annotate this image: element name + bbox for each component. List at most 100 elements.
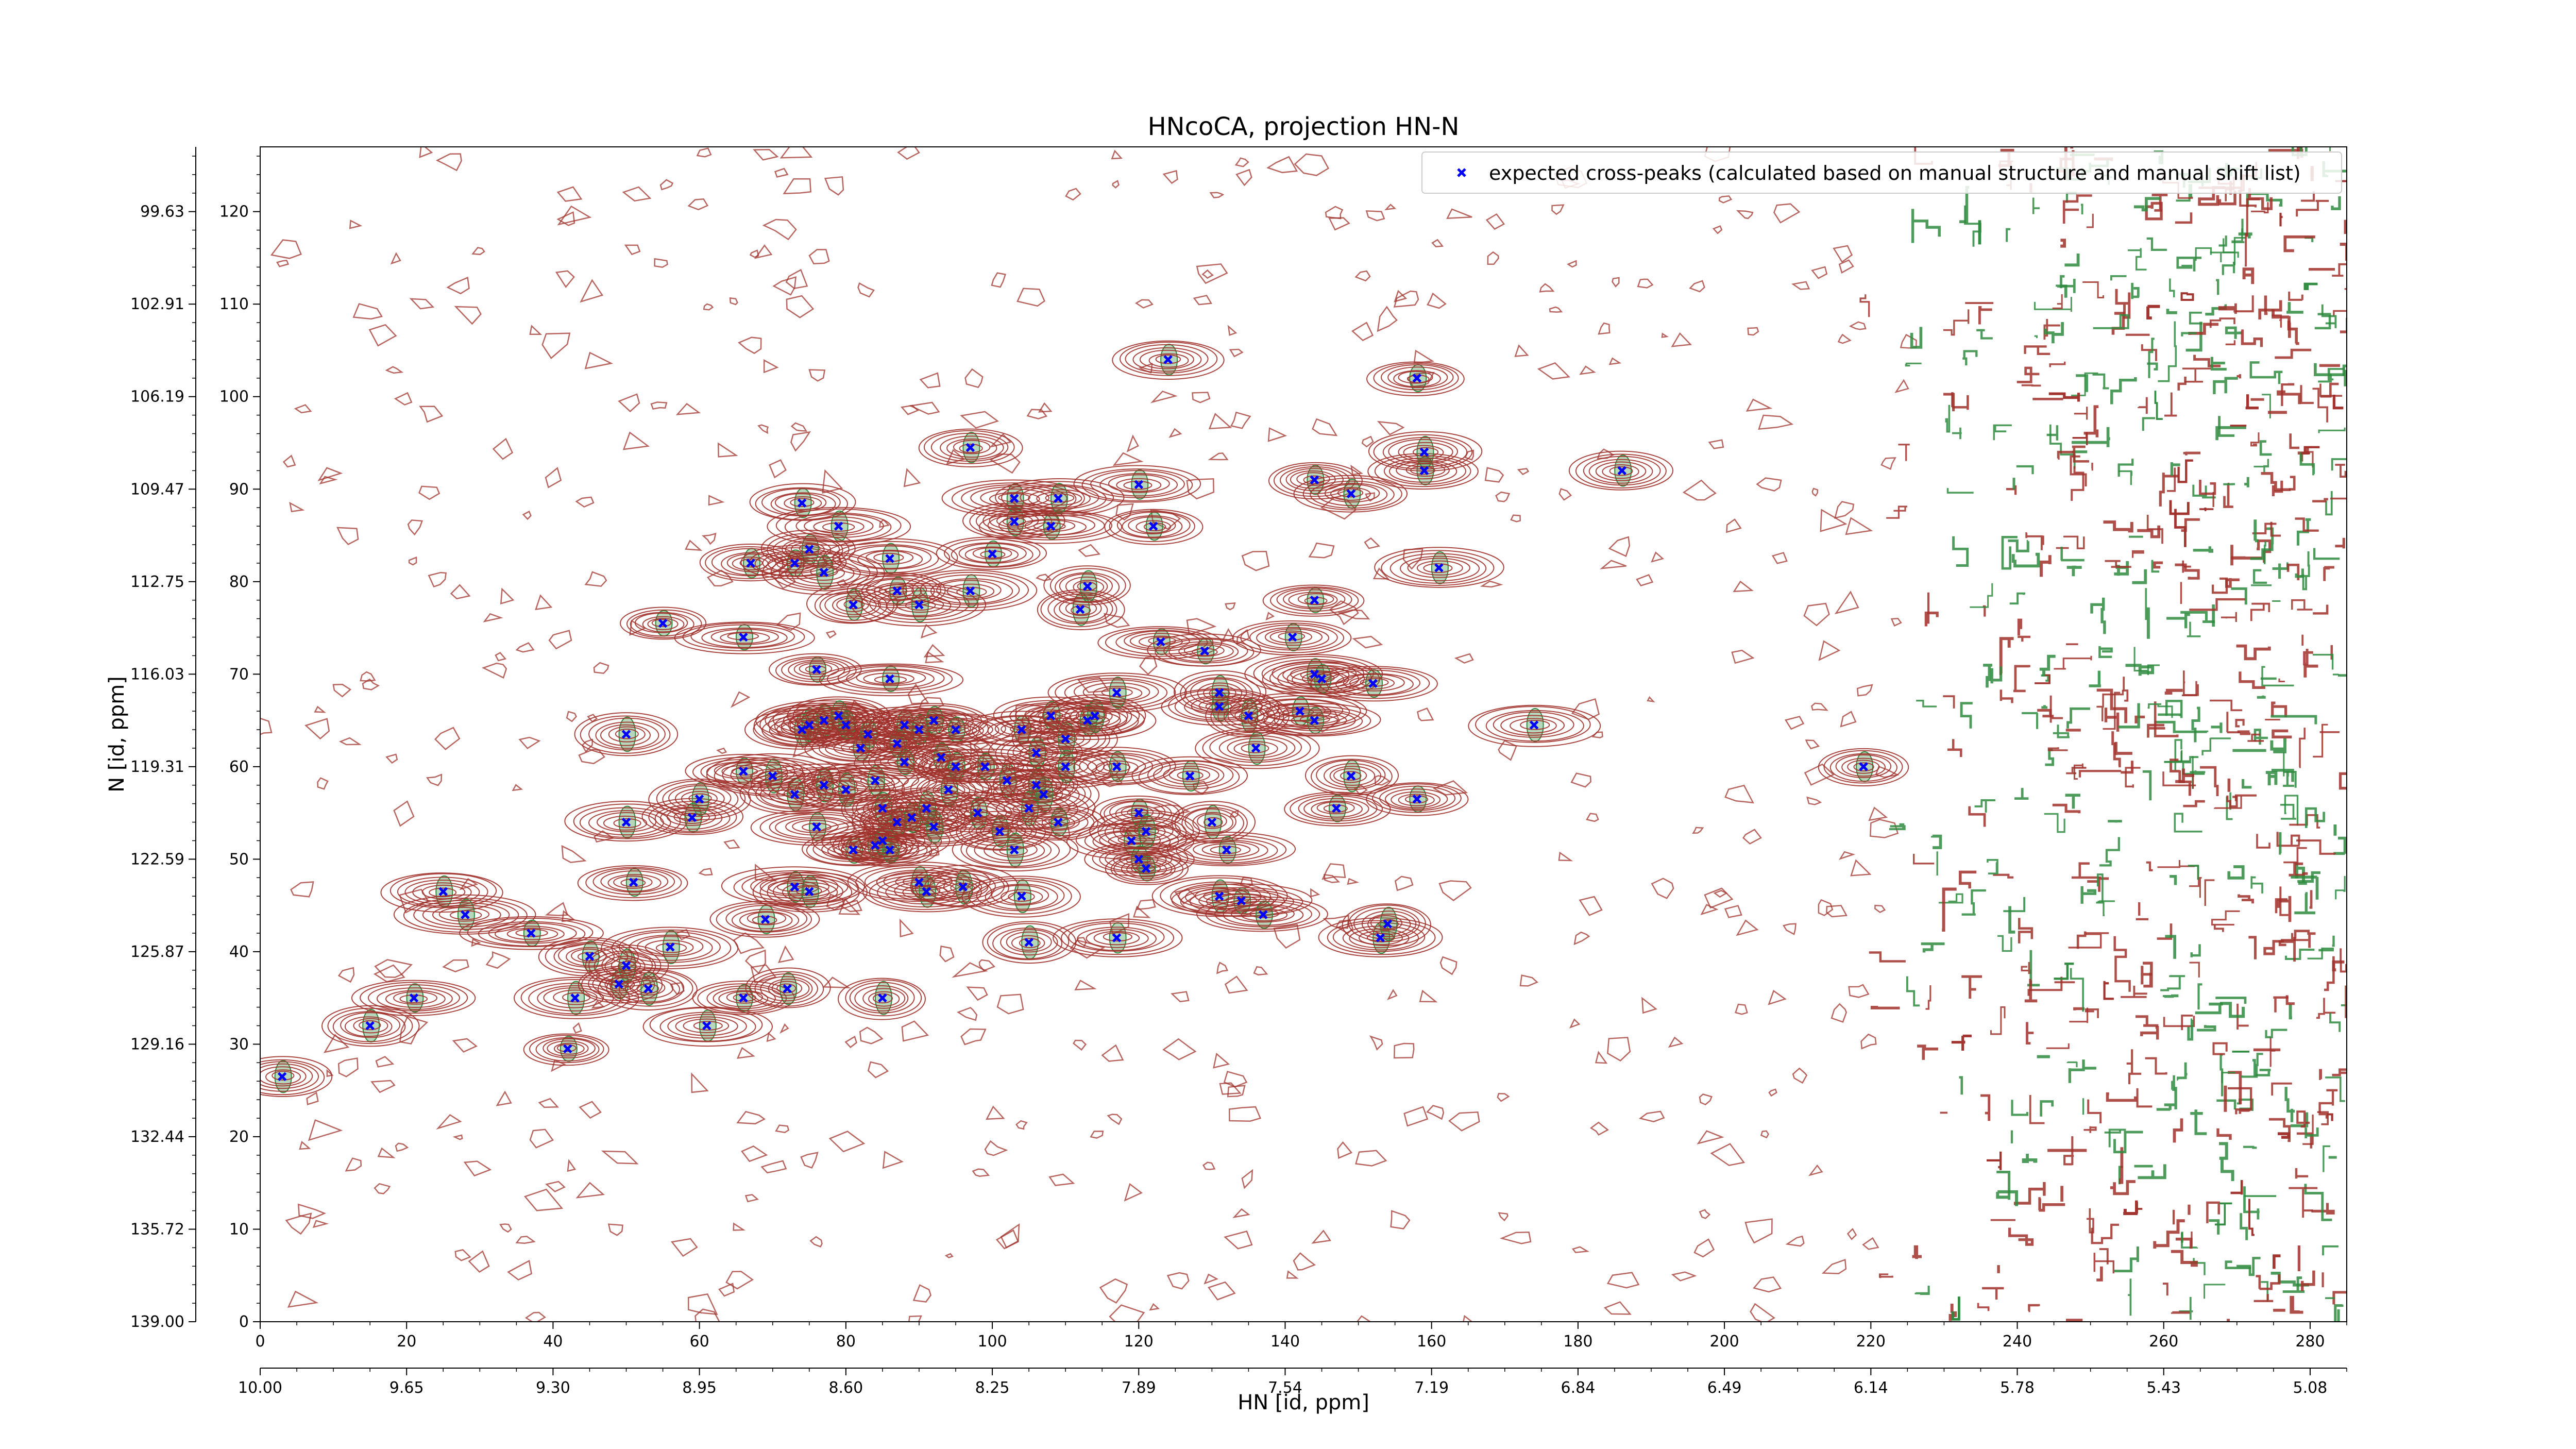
peak-contour	[1333, 768, 1367, 783]
noise-contour	[304, 718, 330, 740]
noise-contour	[1186, 478, 1214, 500]
noise-band-segment	[2210, 699, 2243, 712]
noise-contour	[1651, 551, 1664, 563]
noise-contour	[399, 888, 429, 914]
noise-contour	[285, 1212, 312, 1235]
peak-contour	[340, 1012, 401, 1038]
noise-band-segment	[2114, 1246, 2139, 1273]
noise-contour	[434, 727, 461, 750]
peak-contour	[1318, 667, 1430, 699]
peak-contour	[1163, 765, 1219, 785]
noise-band-segment	[2278, 1132, 2290, 1139]
noise-contour	[1498, 1212, 1509, 1222]
cross-peak-marker	[1112, 688, 1122, 697]
noise-contour	[1015, 1120, 1028, 1130]
peak-contour	[935, 724, 977, 737]
noise-contour	[1803, 602, 1830, 627]
x-index-tick-label: 160	[1417, 1333, 1446, 1351]
noise-contour	[1744, 1218, 1773, 1244]
peak-contour	[1011, 804, 1106, 841]
noise-contour	[1026, 409, 1048, 419]
noise-band-segment	[2272, 562, 2290, 579]
noise-band-segment	[2238, 894, 2254, 904]
noise-band-segment	[2329, 1013, 2341, 1032]
noise-band-segment	[2143, 962, 2153, 988]
noise-contour	[1689, 280, 1705, 293]
noise-band-segment	[2170, 462, 2180, 476]
cross-peak-marker	[621, 961, 631, 970]
peak-contour	[733, 993, 756, 1002]
y-index-tick-label: 10	[229, 1220, 249, 1238]
noise-contour	[1335, 919, 1354, 935]
peak-contour	[1073, 580, 1105, 595]
noise-band-segment	[2175, 212, 2193, 224]
noise-contour	[1328, 217, 1350, 231]
noise-contour	[1196, 263, 1228, 284]
noise-contour	[1099, 1278, 1128, 1304]
peak-contour	[1269, 630, 1312, 644]
noise-band-segment	[2295, 517, 2319, 532]
peak-contour	[1131, 862, 1161, 874]
noise-contour	[1426, 1105, 1445, 1120]
noise-band-segment	[2243, 1145, 2257, 1149]
peak-contour	[754, 973, 818, 1004]
peak-contour	[675, 1016, 738, 1036]
cross-peak-marker	[614, 979, 624, 989]
cross-peak-marker-shape	[438, 887, 448, 896]
noise-band-segment	[2118, 470, 2133, 485]
noise-band-segment	[2057, 450, 2074, 460]
noise-contour	[687, 1293, 718, 1315]
cross-peak-marker-shape	[739, 632, 748, 642]
peak-contour	[759, 767, 886, 805]
noise-contour	[750, 964, 777, 984]
noise-band-segment	[1925, 985, 1931, 1010]
noise-contour	[790, 422, 808, 432]
noise-contour	[1571, 698, 1600, 720]
peak-contour	[949, 811, 1053, 851]
noise-band-segment	[2230, 1180, 2243, 1195]
cross-peak-marker-shape	[1054, 817, 1063, 827]
cross-peak-marker	[643, 984, 653, 993]
noise-contour	[1361, 435, 1374, 448]
noise-contour	[1693, 1238, 1715, 1258]
noise-contour	[1604, 1301, 1632, 1315]
peak-contour	[946, 439, 997, 458]
peak-contour	[682, 622, 805, 651]
noise-band-segment	[2284, 1087, 2295, 1122]
noise-band-segment	[2018, 635, 2030, 642]
peak-contour	[1361, 911, 1417, 937]
peak-contour	[360, 982, 468, 1014]
peak-contour	[1595, 461, 1647, 481]
noise-contour	[1826, 904, 1848, 918]
cross-peak-marker-shape	[951, 725, 960, 734]
peak-contour	[1168, 641, 1239, 662]
peak-contour	[958, 543, 1027, 564]
noise-band-segment	[2182, 756, 2205, 775]
cross-peak-marker-shape	[980, 762, 990, 771]
peak-contour	[596, 812, 656, 833]
peak-contour	[1110, 855, 1184, 883]
peak-contour	[1348, 904, 1426, 942]
noise-contour	[1831, 1003, 1848, 1023]
noise-band-segment	[2209, 1219, 2220, 1235]
noise-contour	[1413, 349, 1434, 364]
noise-band-segment	[2156, 1087, 2177, 1111]
cross-peak-marker	[1412, 374, 1422, 383]
cross-peak-marker-shape	[812, 822, 821, 832]
noise-band-segment	[2218, 235, 2227, 247]
noise-contour	[1036, 574, 1052, 581]
noise-band-segment	[2096, 1266, 2103, 1282]
noise-contour	[1838, 259, 1854, 274]
y-index-tick-label: 40	[229, 943, 249, 961]
noise-contour	[1369, 1035, 1383, 1051]
noise-contour	[446, 276, 470, 295]
x-index-tick-label: 40	[543, 1333, 563, 1351]
noise-contour	[1241, 551, 1270, 571]
peak-contour	[902, 569, 1038, 611]
peak-contour	[1291, 714, 1338, 727]
noise-band-segment	[2236, 1003, 2249, 1030]
noise-band-segment	[1943, 309, 1970, 336]
noise-band-segment	[2253, 729, 2268, 745]
peak-contour	[1024, 519, 1076, 532]
peak-contour	[1255, 706, 1371, 736]
